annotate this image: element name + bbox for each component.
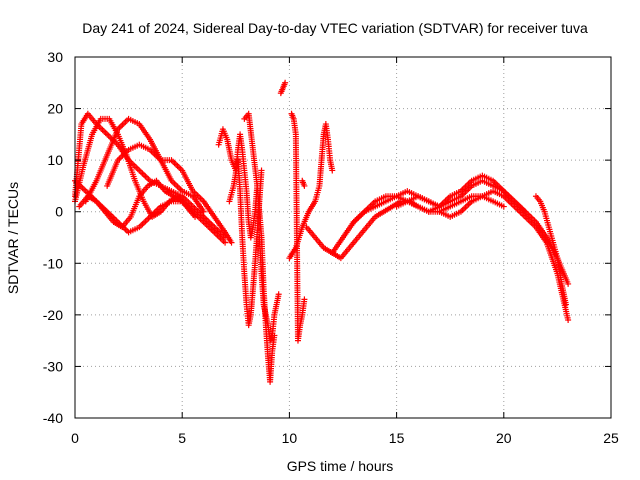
x-tick-label: 25: [603, 430, 619, 446]
x-tick-label: 20: [496, 430, 512, 446]
data-point: [329, 167, 336, 174]
series-sat-d: [104, 141, 235, 246]
series-sat-p: [329, 193, 507, 256]
data-point: [301, 182, 308, 189]
series-sat-r: [393, 172, 572, 287]
x-axis-label: GPS time / hours: [287, 458, 394, 474]
y-tick-label: -10: [43, 255, 63, 271]
y-tick-label: -20: [43, 307, 63, 323]
grid-lines: [75, 57, 611, 418]
data-point: [500, 203, 507, 210]
series-sat-k: [277, 79, 289, 97]
x-tick-label: 5: [178, 430, 186, 446]
data-point: [275, 291, 282, 298]
y-axis-label: SDTVAR / TECUs: [5, 182, 21, 294]
data-marks: [72, 79, 572, 385]
series-sat-m: [299, 177, 308, 189]
data-point: [222, 239, 229, 246]
x-tick-label: 10: [282, 430, 298, 446]
data-point: [258, 167, 265, 174]
series-sat-f: [72, 177, 229, 246]
x-tick-label: 0: [71, 430, 79, 446]
data-point: [200, 208, 207, 215]
y-tick-label: 0: [55, 204, 63, 220]
y-tick-label: -40: [43, 410, 63, 426]
series-sat-t: [532, 193, 569, 308]
data-point: [565, 317, 572, 324]
y-tick-label: 20: [47, 101, 63, 117]
x-tick-label: 15: [389, 430, 405, 446]
data-point: [565, 280, 572, 287]
plot-frame: [74, 56, 612, 419]
series-sat-s: [436, 188, 572, 324]
y-tick-label: 10: [47, 152, 63, 168]
y-tick-label: 30: [47, 49, 63, 65]
data-point: [301, 296, 308, 303]
data-point: [228, 239, 235, 246]
chart-title: Day 241 of 2024, Sidereal Day-to-day VTE…: [82, 20, 588, 36]
data-point: [282, 79, 289, 86]
axis-ticks: 0 5 10 15 20 25 30 20 10 0 -10 -20 -30 -40: [43, 49, 619, 446]
series-sat-j: [256, 234, 282, 344]
y-tick-label: -30: [43, 358, 63, 374]
data-point: [562, 301, 569, 308]
series-sat-n: [286, 121, 336, 262]
